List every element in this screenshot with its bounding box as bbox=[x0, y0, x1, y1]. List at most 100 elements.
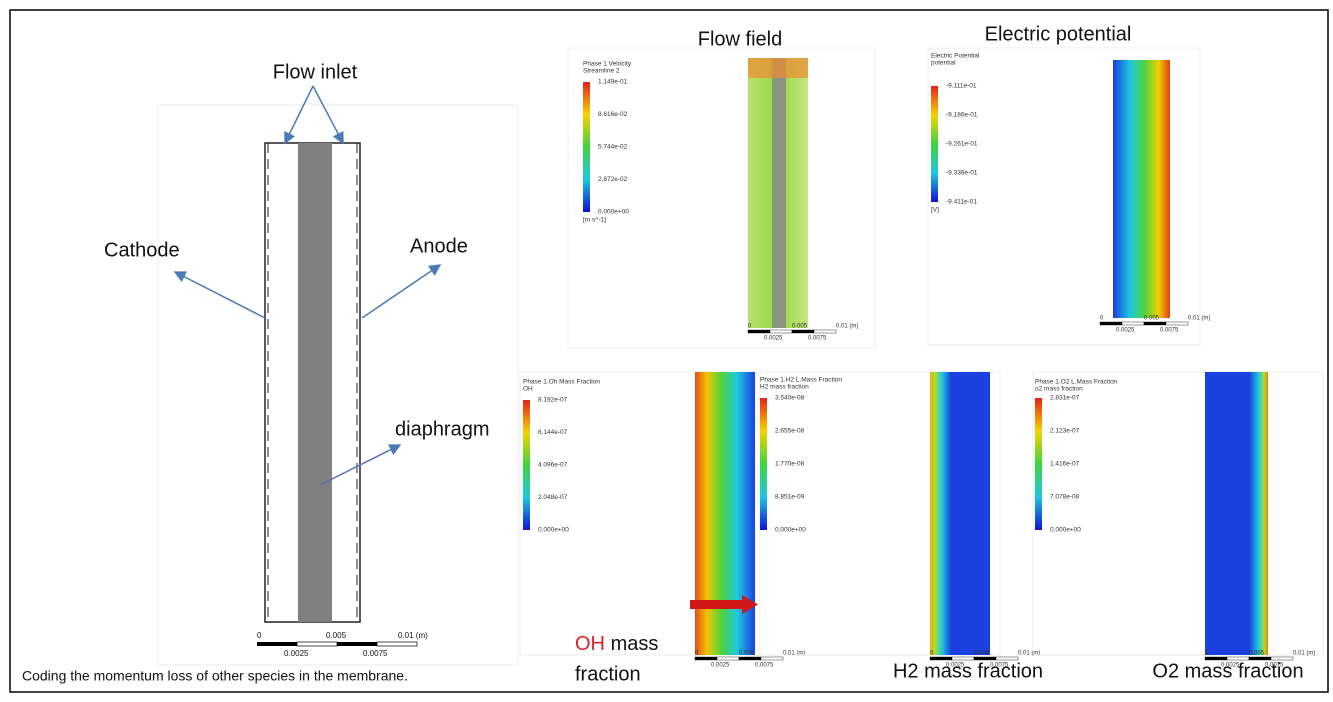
scale-label: 0.01 (m) bbox=[1018, 651, 1040, 657]
legend-value: 5.744e-02 bbox=[598, 144, 628, 151]
legend-value: 2.655e-08 bbox=[775, 428, 805, 435]
legend-title: Electric Potential bbox=[931, 53, 980, 60]
diaphragm-region bbox=[772, 58, 786, 328]
schematic: Flow inlet Cathode Anode diaphragm 0 0.0… bbox=[104, 61, 519, 666]
caption: Coding the momentum loss of other specie… bbox=[22, 668, 408, 684]
scale-label: 0 bbox=[695, 651, 699, 657]
contour bbox=[930, 372, 990, 655]
arrow bbox=[284, 85, 314, 145]
scale-bar bbox=[376, 641, 418, 647]
scale-label: 0 bbox=[930, 651, 934, 657]
legend-value: 8.192e-07 bbox=[538, 397, 568, 404]
legend-value: -9.336e-01 bbox=[946, 170, 978, 177]
scale-label: 0.01 (m) bbox=[1293, 651, 1315, 657]
legend-value: 0.000e+00 bbox=[538, 527, 569, 534]
scale-bar bbox=[738, 656, 762, 661]
panel-frame bbox=[567, 47, 876, 349]
title-line: mass bbox=[611, 633, 659, 655]
diaphragm-region bbox=[298, 143, 332, 622]
scale-bar bbox=[1165, 321, 1189, 326]
panel-title: O2 mass fraction bbox=[1152, 660, 1303, 682]
scale-bar bbox=[995, 656, 1019, 661]
legend-value: -9.261e-01 bbox=[946, 141, 978, 148]
legend-value: 8.616e-02 bbox=[598, 111, 628, 118]
scale-label: 0.0075 bbox=[363, 649, 388, 658]
scale-bar bbox=[1270, 656, 1294, 661]
scale-label: 0 bbox=[1100, 316, 1104, 322]
legend-title: Phase 1.H2 L.Mass Fraction bbox=[760, 377, 842, 384]
legend-title: o2 mass fraction bbox=[1035, 386, 1083, 393]
legend-title: OH bbox=[523, 386, 533, 393]
colorbar bbox=[760, 398, 767, 530]
scale-label: 0.0025 bbox=[1116, 328, 1135, 334]
scale-label: 0.0025 bbox=[284, 649, 309, 658]
scale-bar bbox=[694, 656, 718, 661]
scale-bar bbox=[1226, 656, 1250, 661]
scale-bar bbox=[1099, 321, 1123, 326]
colorbar bbox=[583, 82, 590, 212]
legend-value: 2.123e-07 bbox=[1050, 428, 1080, 435]
legend-value: 6.144e-07 bbox=[538, 429, 568, 436]
scale-label: 0.0075 bbox=[990, 663, 1009, 669]
legend-title: H2 mass fraction bbox=[760, 384, 809, 391]
legend-title: Phase 1.Oh Mass Fraction bbox=[523, 379, 600, 386]
scale-bar bbox=[337, 642, 377, 646]
scale-bar bbox=[760, 656, 784, 661]
scale-bar bbox=[973, 656, 997, 661]
scale-label: 0 bbox=[748, 324, 752, 330]
legend-value: 7.078e-08 bbox=[1050, 494, 1080, 501]
scale-bar bbox=[1121, 321, 1145, 326]
scale-bar bbox=[1248, 656, 1272, 661]
scale-label: 0.01 (m) bbox=[783, 651, 805, 657]
legend-value: 4.096e-07 bbox=[538, 462, 568, 469]
legend-value: 3.540e-08 bbox=[775, 395, 805, 402]
diaphragm-label: diaphragm bbox=[395, 418, 490, 440]
legend-value: -9.411e-01 bbox=[946, 199, 977, 206]
scale-label: 0.005 bbox=[1144, 316, 1160, 322]
arrow bbox=[361, 264, 442, 319]
legend-value: 2.872e-02 bbox=[598, 176, 628, 183]
panel-title: OH mass bbox=[575, 633, 658, 655]
legend-title: potential bbox=[931, 60, 956, 67]
legend-value: -9.186e-01 bbox=[946, 112, 978, 119]
scale-bar bbox=[1143, 321, 1167, 326]
colorbar bbox=[523, 400, 530, 530]
arrow bbox=[319, 444, 402, 486]
scale-bar bbox=[929, 656, 953, 661]
legend-title: Phase 1.O2 L.Mass Fraction bbox=[1035, 379, 1118, 386]
panel-title: H2 mass fraction bbox=[893, 660, 1043, 682]
scale-label: 0.01 (m) bbox=[1188, 316, 1210, 322]
scale-label: 0.005 bbox=[974, 651, 990, 657]
scale-label: 0.005 bbox=[326, 631, 347, 640]
scale-bar bbox=[951, 656, 975, 661]
contour bbox=[1113, 60, 1170, 318]
scale-label: 0.0075 bbox=[755, 663, 774, 669]
flow-inlet-label: Flow inlet bbox=[273, 61, 358, 83]
arrow-head bbox=[742, 595, 758, 614]
legend-value: 1.770e-08 bbox=[775, 461, 805, 468]
legend-value: 0.000e+00 bbox=[598, 209, 629, 216]
arrow-shaft bbox=[690, 600, 742, 609]
scale-label: 0 bbox=[257, 631, 262, 640]
schematic-bg bbox=[157, 104, 519, 666]
legend-value: 0.000e+00 bbox=[775, 527, 806, 534]
scale-label: 0 bbox=[1205, 651, 1209, 657]
scale-label: 0.005 bbox=[1249, 651, 1265, 657]
scale-label: 0.005 bbox=[792, 324, 808, 330]
scale-bar bbox=[257, 642, 297, 646]
legend-value: 8.851e-09 bbox=[775, 494, 805, 501]
scale-label: 0.0025 bbox=[946, 663, 965, 669]
colorbar bbox=[1035, 398, 1042, 530]
arrow bbox=[312, 85, 344, 145]
legend-value: 2.048e-07 bbox=[538, 494, 568, 501]
legend-value: 1.416e-07 bbox=[1050, 461, 1080, 468]
legend-value: 2.831e-07 bbox=[1050, 395, 1080, 402]
scale-label: 0.01 (m) bbox=[398, 631, 428, 640]
contour bbox=[1205, 372, 1268, 655]
scale-label: 0.01 (m) bbox=[836, 324, 858, 330]
title-highlight: OH bbox=[575, 633, 605, 655]
scale-label: 0.0025 bbox=[1221, 663, 1240, 669]
